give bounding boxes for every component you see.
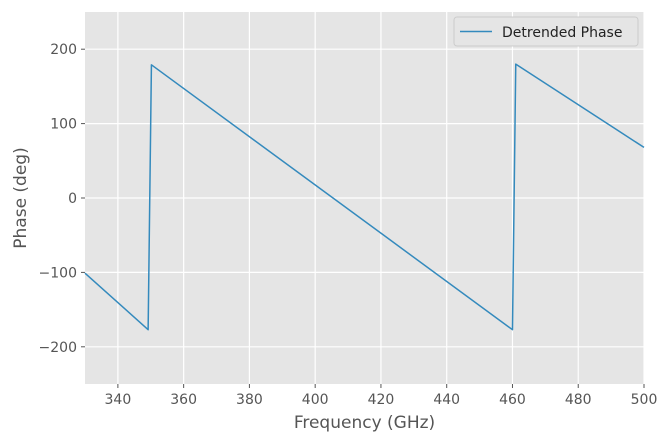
- grid: [85, 12, 645, 384]
- y-tick-label: 0: [68, 191, 77, 207]
- x-tick-label: 500: [631, 392, 658, 408]
- y-tick-label: −200: [39, 340, 77, 356]
- x-tick-label: 460: [499, 392, 526, 408]
- legend-box: [453, 16, 639, 47]
- x-tick-label: 440: [433, 392, 460, 408]
- x-tick-label: 480: [565, 392, 592, 408]
- series-layer: [84, 63, 645, 331]
- y-tick-label: 100: [50, 117, 77, 133]
- x-tick-label: 400: [302, 392, 329, 408]
- legend: Detrended Phase: [453, 16, 639, 47]
- y-axis-label: Phase (deg): [11, 147, 31, 248]
- y-tick-label: 200: [50, 42, 77, 58]
- x-tick-label: 360: [170, 392, 197, 408]
- x-tick-label: 340: [105, 392, 132, 408]
- x-tick-label: 420: [368, 392, 395, 408]
- x-tick-label: 380: [236, 392, 263, 408]
- legend-label: Detrended Phase: [502, 25, 622, 41]
- x-axis-label: Frequency (GHz): [294, 413, 435, 433]
- y-axis: −200 −100 0 100 200: [39, 42, 85, 356]
- y-tick-label: −100: [39, 265, 77, 281]
- series-line-detrended-phase: [84, 63, 645, 331]
- x-axis: 340 360 380 400 420 440 460 480 500: [105, 384, 658, 408]
